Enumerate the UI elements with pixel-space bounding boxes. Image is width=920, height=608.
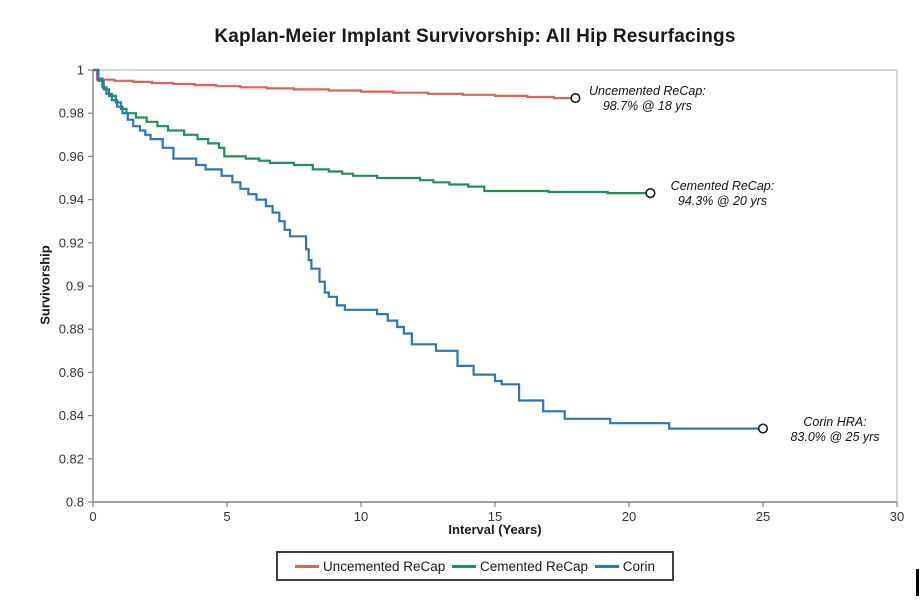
annotation-line: Uncemented ReCap: [589, 84, 706, 99]
series-line-uncemented-recap [93, 68, 576, 100]
annotation-cemented-recap: Cemented ReCap: 94.3% @ 20 yrs [671, 179, 775, 209]
legend-item-cemented-recap: Cemented ReCap [452, 559, 588, 574]
legend-label: Uncemented ReCap [323, 558, 446, 574]
x-tick-label: 25 [756, 509, 770, 524]
legend-line-swatch-red [295, 564, 319, 568]
x-axis-title: Interval (Years) [448, 522, 542, 537]
x-tick-label: 5 [223, 509, 230, 524]
chart-title: Kaplan-Meier Implant Survivorship: All H… [214, 26, 736, 47]
y-tick-label: 0.92 [59, 235, 84, 250]
y-tick-label: 0.9 [66, 279, 84, 294]
legend-item-uncemented-recap: Uncemented ReCap [295, 559, 445, 574]
annotation-uncemented-recap: Uncemented ReCap: 98.7% @ 18 yrs [589, 84, 706, 114]
legend-line-swatch-green [452, 564, 476, 568]
annotation-corin-hra: Corin HRA: 83.0% @ 25 yrs [790, 415, 879, 445]
y-tick-label: 0.88 [59, 322, 84, 337]
legend-label: Cemented ReCap [480, 558, 589, 574]
annotation-line: 98.7% @ 18 yrs [602, 99, 692, 114]
y-axis-title: Survivorship [37, 245, 53, 325]
y-tick-label: 0.96 [59, 149, 84, 164]
y-tick-label: 0.82 [59, 451, 84, 466]
series-line-corin [93, 68, 763, 430]
chart-legend: Uncemented ReCap Cemented ReCap Corin [276, 551, 674, 581]
end-marker-corin [757, 423, 769, 434]
annotation-line: 83.0% @ 25 yrs [790, 429, 880, 444]
y-tick-label: 0.98 [59, 106, 84, 121]
x-tick-label: 10 [354, 509, 368, 524]
x-tick-label: 20 [622, 509, 636, 524]
x-tick-label: 0 [89, 509, 96, 524]
legend-item-corin: Corin [594, 558, 655, 574]
y-tick-label: 0.94 [59, 192, 84, 207]
end-marker-uncemented-recap [570, 92, 581, 104]
y-tick-label: 0.8 [66, 495, 84, 510]
legend-line-swatch-blue [594, 564, 619, 568]
annotation-line: Corin HRA: [803, 414, 867, 429]
y-tick-label: 1 [77, 63, 84, 78]
y-tick-label: 0.84 [59, 408, 84, 423]
y-tick-label: 0.86 [59, 365, 84, 380]
end-marker-cemented-recap [645, 188, 656, 199]
x-tick-label: 30 [890, 509, 904, 524]
annotation-line: Cemented ReCap: [670, 179, 775, 194]
series-line-cemented-recap [93, 68, 651, 195]
scan-artifact-mark [916, 569, 919, 596]
x-tick-label: 15 [488, 509, 502, 524]
legend-label: Corin [622, 558, 655, 574]
annotation-line: 94.3% @ 20 yrs [677, 194, 767, 209]
